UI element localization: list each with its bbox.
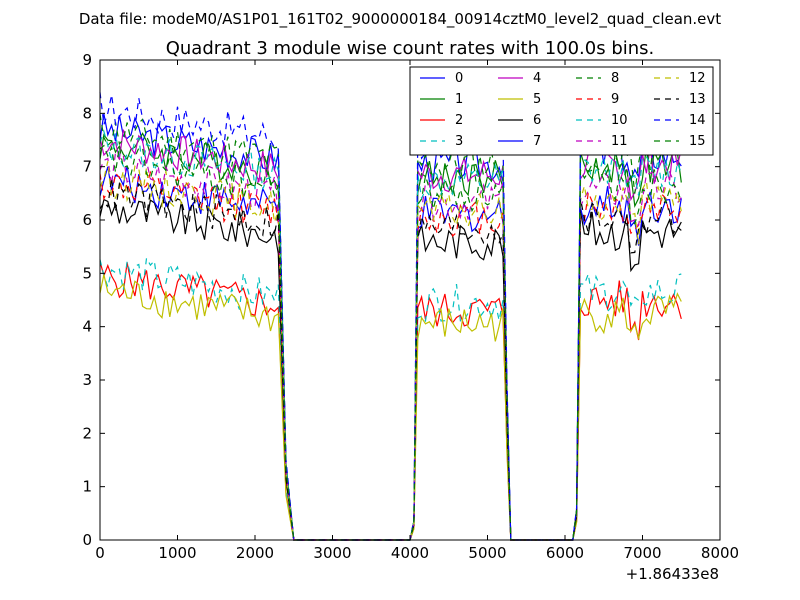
x-tick-label: 1000 xyxy=(158,544,196,562)
legend-label-3: 3 xyxy=(455,134,463,149)
data-file-header: Data file: modeM0/AS1P01_161T02_90000001… xyxy=(79,10,721,29)
series-line-5 xyxy=(99,274,682,541)
series-line-12 xyxy=(99,161,682,541)
legend-label-12: 12 xyxy=(689,71,706,86)
legend-label-13: 13 xyxy=(689,92,706,107)
series-line-15 xyxy=(99,144,682,541)
legend-label-9: 9 xyxy=(611,92,619,107)
x-tick-label: 2000 xyxy=(236,544,274,562)
series-line-1 xyxy=(99,132,682,541)
x-tick-label: 6000 xyxy=(546,544,584,562)
y-tick-label: 2 xyxy=(82,424,92,442)
legend-label-8: 8 xyxy=(611,71,619,86)
y-tick-label: 3 xyxy=(82,371,92,389)
legend-box xyxy=(409,66,714,156)
series-layer xyxy=(99,92,682,541)
y-tick-label: 6 xyxy=(82,211,92,229)
legend-label-11: 11 xyxy=(611,134,628,149)
x-tick-label: 4000 xyxy=(391,544,429,562)
tick-layer: 0 1000 2000 3000 4000 5000 6000 7000 80000123456… xyxy=(82,51,739,562)
series-line-0 xyxy=(99,113,682,541)
x-tick-label: 7000 xyxy=(623,544,661,562)
series-line-7 xyxy=(99,165,682,541)
legend-label-4: 4 xyxy=(533,71,541,86)
legend-label-1: 1 xyxy=(455,92,463,107)
y-tick-label: 9 xyxy=(82,51,92,69)
x-tick-label: 0 xyxy=(95,544,105,562)
y-tick-label: 0 xyxy=(82,531,92,549)
legend-label-14: 14 xyxy=(689,113,706,128)
series-line-4 xyxy=(99,129,682,541)
x-offset-label: +1.86433e8 xyxy=(626,565,719,583)
x-tick-label: 5000 xyxy=(468,544,506,562)
y-tick-label: 5 xyxy=(82,264,92,282)
series-line-6 xyxy=(99,198,682,541)
legend-label-10: 10 xyxy=(611,113,628,128)
series-line-14 xyxy=(99,92,682,541)
legend-label-0: 0 xyxy=(455,71,463,86)
series-line-10 xyxy=(99,129,682,541)
legend-label-6: 6 xyxy=(533,113,541,128)
y-tick-label: 8 xyxy=(82,104,92,122)
chart-title: Quadrant 3 module wise count rates with … xyxy=(166,38,655,59)
x-tick-label: 8000 xyxy=(701,544,739,562)
series-line-8 xyxy=(99,114,682,541)
series-line-3 xyxy=(99,256,682,541)
x-tick-label: 3000 xyxy=(313,544,351,562)
y-tick-label: 4 xyxy=(82,318,92,336)
legend-label-5: 5 xyxy=(533,92,541,107)
y-tick-label: 7 xyxy=(82,158,92,176)
legend-label-15: 15 xyxy=(689,134,706,149)
legend-label-7: 7 xyxy=(533,134,541,149)
y-tick-label: 1 xyxy=(82,478,92,496)
legend-label-2: 2 xyxy=(455,113,463,128)
